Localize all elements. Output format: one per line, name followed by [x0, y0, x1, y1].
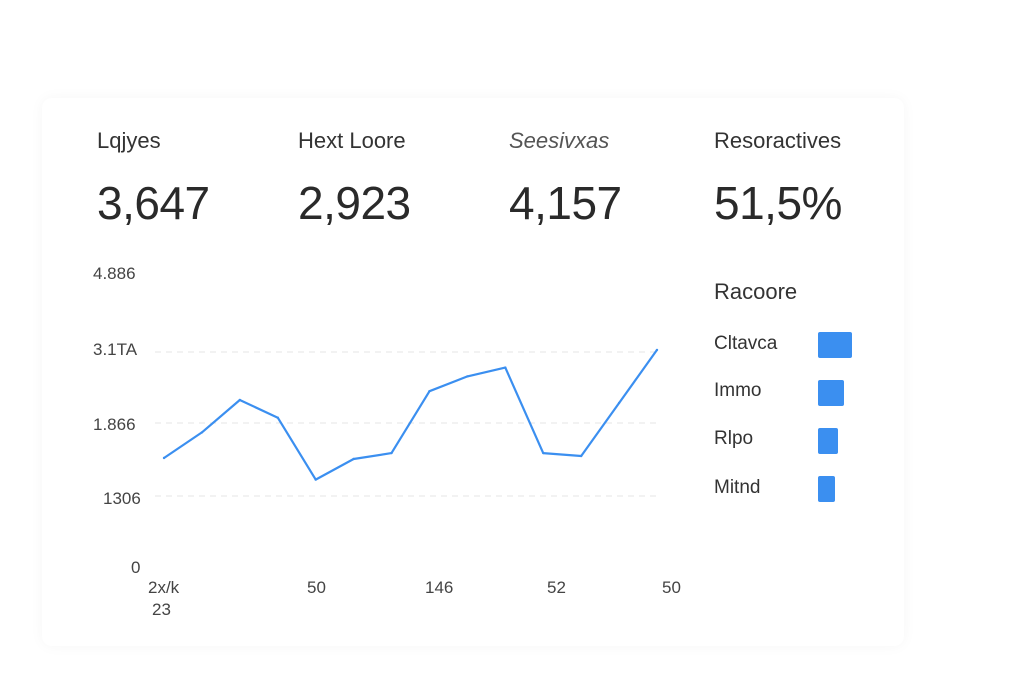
y-tick-label: 1.866 [93, 415, 136, 434]
x-tick-label: 52 [547, 578, 566, 597]
stat-value-seesivxas: 4,157 [509, 177, 622, 229]
x-tick-label: 2x/k [148, 578, 180, 597]
stat-value-resoractives: 51,5% [714, 177, 842, 229]
stat-value-hext-loore: 2,923 [298, 177, 411, 229]
y-tick-label: 0 [131, 558, 141, 577]
x-tick-label: 146 [425, 578, 454, 597]
x-tick-sublabel: 23 [152, 600, 171, 619]
y-tick-label: 4.886 [93, 264, 136, 283]
legend-swatch [818, 380, 844, 406]
legend-item-label: Mitnd [714, 477, 761, 498]
stat-label-resoractives: Resoractives [714, 128, 842, 153]
stat-label-seesivxas: Seesivxas [509, 128, 610, 153]
legend-item-label: Immo [714, 380, 762, 401]
legend-swatch [818, 332, 852, 358]
y-tick-label: 1306 [103, 489, 141, 508]
y-tick-label: 3.1TA [93, 340, 138, 359]
stat-value-lqjyes: 3,647 [97, 177, 210, 229]
legend-swatch [818, 428, 838, 454]
stat-label-hext-loore: Hext Loore [298, 128, 406, 153]
stat-label-lqjyes: Lqjyes [97, 128, 161, 153]
x-tick-label: 50 [307, 578, 326, 597]
x-tick-label: 50 [662, 578, 681, 597]
legend-swatch [818, 476, 835, 502]
legend-title: Racoore [714, 279, 798, 304]
legend-item-label: Cltavca [714, 333, 778, 354]
legend-item-label: Rlpo [714, 428, 754, 449]
